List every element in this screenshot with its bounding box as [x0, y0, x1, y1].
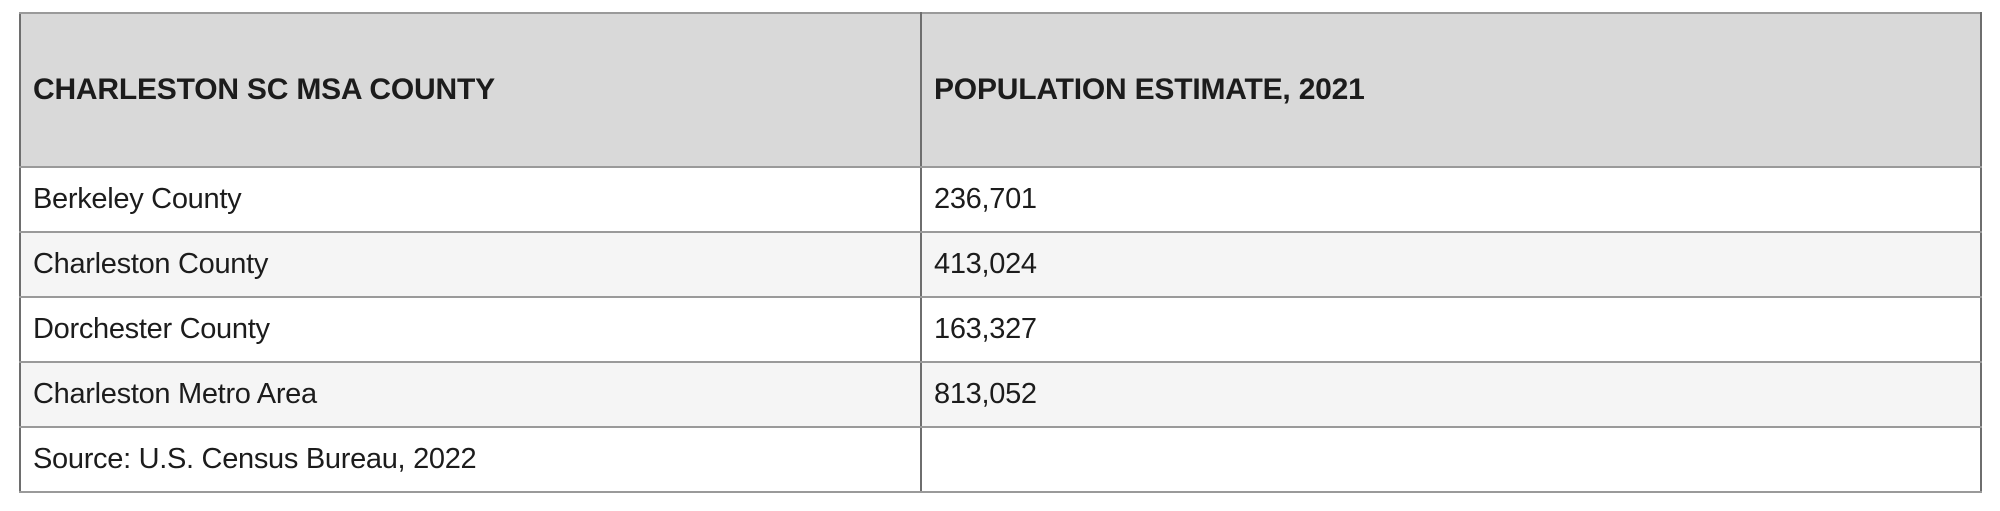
population-cell: 163,327: [920, 296, 1982, 363]
empty-cell: [920, 426, 1982, 493]
county-cell: Berkeley County: [19, 166, 922, 233]
population-cell: 413,024: [920, 231, 1982, 298]
population-table-container: CHARLESTON SC MSA COUNTY POPULATION ESTI…: [19, 12, 1982, 493]
population-column-header: POPULATION ESTIMATE, 2021: [920, 12, 1982, 168]
county-cell: Charleston Metro Area: [19, 361, 922, 428]
table-row: Charleston County 413,024: [19, 231, 1982, 298]
population-cell: 236,701: [920, 166, 1982, 233]
table-header-row: CHARLESTON SC MSA COUNTY POPULATION ESTI…: [19, 12, 1982, 168]
source-note-cell: Source: U.S. Census Bureau, 2022: [19, 426, 922, 493]
table-row: Berkeley County 236,701: [19, 166, 1982, 233]
county-cell: Dorchester County: [19, 296, 922, 363]
source-note-row: Source: U.S. Census Bureau, 2022: [19, 426, 1982, 493]
county-cell: Charleston County: [19, 231, 922, 298]
population-cell: 813,052: [920, 361, 1982, 428]
table-row: Charleston Metro Area 813,052: [19, 361, 1982, 428]
county-column-header: CHARLESTON SC MSA COUNTY: [19, 12, 922, 168]
population-table: CHARLESTON SC MSA COUNTY POPULATION ESTI…: [19, 12, 1982, 493]
table-row: Dorchester County 163,327: [19, 296, 1982, 363]
